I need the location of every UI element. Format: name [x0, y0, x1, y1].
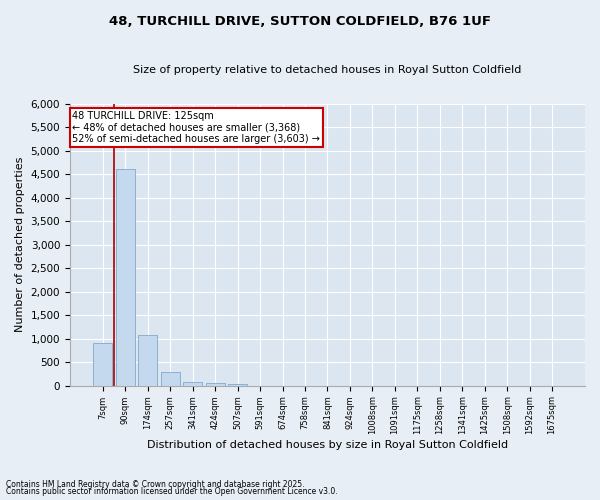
- Bar: [206, 383, 225, 386]
- Bar: [94, 344, 112, 386]
- Title: Size of property relative to detached houses in Royal Sutton Coldfield: Size of property relative to detached ho…: [133, 65, 521, 75]
- Bar: [138, 335, 157, 386]
- Text: Contains HM Land Registry data © Crown copyright and database right 2025.: Contains HM Land Registry data © Crown c…: [6, 480, 305, 489]
- Bar: [183, 382, 202, 386]
- Bar: [116, 170, 135, 386]
- Bar: [228, 384, 247, 386]
- Text: 48 TURCHILL DRIVE: 125sqm
← 48% of detached houses are smaller (3,368)
52% of se: 48 TURCHILL DRIVE: 125sqm ← 48% of detac…: [73, 110, 320, 144]
- Y-axis label: Number of detached properties: Number of detached properties: [15, 157, 25, 332]
- Text: Contains public sector information licensed under the Open Government Licence v3: Contains public sector information licen…: [6, 487, 338, 496]
- Text: 48, TURCHILL DRIVE, SUTTON COLDFIELD, B76 1UF: 48, TURCHILL DRIVE, SUTTON COLDFIELD, B7…: [109, 15, 491, 28]
- X-axis label: Distribution of detached houses by size in Royal Sutton Coldfield: Distribution of detached houses by size …: [147, 440, 508, 450]
- Bar: [161, 372, 180, 386]
